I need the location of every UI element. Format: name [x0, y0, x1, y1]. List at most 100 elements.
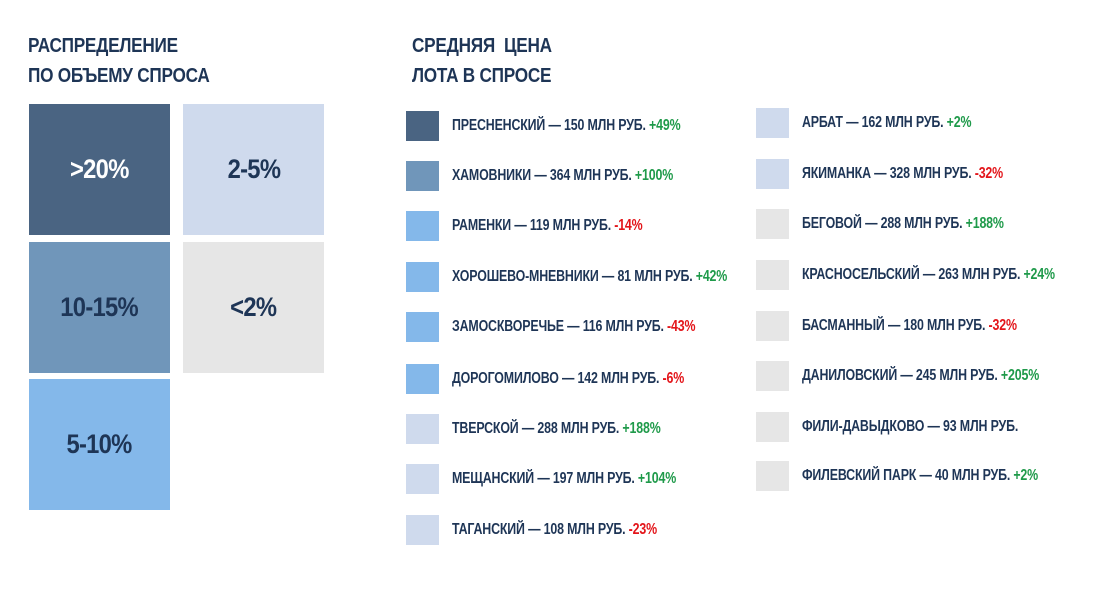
tier-tile-gt20: >20%: [29, 104, 170, 235]
district-price: 119 МЛН РУБ.: [529, 217, 612, 234]
tier-label: 5-10%: [66, 429, 133, 459]
district-price: 364 МЛН РУБ.: [549, 167, 632, 184]
price-change: +104%: [637, 470, 677, 487]
legend-swatch: [756, 461, 789, 491]
legend-text: МЕЩАНСКИЙ — 197 МЛН РУБ. +104%: [452, 470, 676, 488]
legend-text: ПРЕСНЕНСКИЙ — 150 МЛН РУБ. +49%: [452, 117, 681, 135]
distribution-title-line-1: РАСПРЕДЕЛЕНИЕ: [28, 35, 178, 57]
district-price: 142 МЛН РУБ.: [577, 370, 660, 387]
district-name: ЯКИМАНКА: [802, 165, 871, 182]
tier-tile-b10_15: 10-15%: [29, 242, 170, 373]
legend-text: ЯКИМАНКА — 328 МЛН РУБ. -32%: [802, 165, 1003, 183]
district-price: 245 МЛН РУБ.: [915, 367, 998, 384]
legend-text: ДОРОГОМИЛОВО — 142 МЛН РУБ. -6%: [452, 370, 684, 388]
price-change: +42%: [695, 268, 728, 285]
district-name: ДОРОГОМИЛОВО: [452, 370, 559, 387]
price-change: +2%: [946, 114, 972, 131]
legend-text: ДАНИЛОВСКИЙ — 245 МЛН РУБ. +205%: [802, 367, 1039, 385]
district-name: БАСМАННЫЙ: [802, 317, 885, 334]
district-name: ФИЛИ-ДАВЫДКОВО: [802, 418, 925, 435]
legend-item: МЕЩАНСКИЙ — 197 МЛН РУБ. +104%: [406, 464, 732, 494]
tier-tile-b2_5: 2-5%: [183, 104, 324, 235]
legend-swatch: [756, 108, 789, 138]
legend-item: ХОРОШЕВО-МНЕВНИКИ — 81 МЛН РУБ. +42%: [406, 262, 796, 292]
legend-swatch: [756, 361, 789, 391]
price-change: -23%: [628, 521, 657, 538]
price-change: -6%: [662, 370, 685, 387]
price-change: -43%: [667, 318, 696, 335]
price-change: +188%: [965, 215, 1004, 232]
average-price-title: СРЕДНЯЯ ЦЕНА ЛОТА В СПРОСЕ: [412, 31, 552, 91]
average-price-title-line-1: СРЕДНЯЯ ЦЕНА: [412, 35, 552, 57]
legend-text: ЗАМОСКВОРЕЧЬЕ — 116 МЛН РУБ. -43%: [452, 318, 696, 336]
district-price: 180 МЛН РУБ.: [903, 317, 986, 334]
district-name: ТАГАНСКИЙ: [452, 521, 525, 538]
legend-item: ХАМОВНИКИ — 364 МЛН РУБ. +100%: [406, 161, 728, 191]
separator-dash: —: [518, 420, 538, 437]
tier-label: >20%: [70, 154, 129, 184]
legend-text: ХАМОВНИКИ — 364 МЛН РУБ. +100%: [452, 167, 673, 185]
legend-swatch: [756, 311, 789, 341]
legend-text: ФИЛЕВСКИЙ ПАРК — 40 МЛН РУБ. +2%: [802, 467, 1038, 485]
separator-dash: —: [545, 117, 564, 134]
legend-swatch: [406, 262, 439, 292]
legend-swatch: [406, 515, 439, 545]
legend-swatch: [406, 211, 439, 241]
legend-swatch: [406, 414, 439, 444]
district-price: 328 МЛН РУБ.: [889, 165, 972, 182]
district-price: 150 МЛН РУБ.: [564, 117, 646, 134]
legend-item: ДАНИЛОВСКИЙ — 245 МЛН РУБ. +205%: [756, 361, 1098, 391]
legend-item: ПРЕСНЕНСКИЙ — 150 МЛН РУБ. +49%: [406, 111, 738, 141]
district-name: ЗАМОСКВОРЕЧЬЕ: [452, 318, 564, 335]
price-change: -32%: [988, 317, 1017, 334]
legend-item: ФИЛЕВСКИЙ ПАРК — 40 МЛН РУБ. +2%: [756, 461, 1097, 491]
legend-item: ТВЕРСКОЙ — 288 МЛН РУБ. +188%: [406, 414, 713, 444]
tier-tile-lt2: <2%: [183, 242, 324, 373]
legend-item: ФИЛИ-ДАВЫДКОВО — 93 МЛН РУБ.: [756, 412, 1072, 442]
legend-item: ЗАМОСКВОРЕЧЬЕ — 116 МЛН РУБ. -43%: [406, 312, 756, 342]
legend-item: ДОРОГОМИЛОВО — 142 МЛН РУБ. -6%: [406, 364, 742, 394]
legend-swatch: [406, 364, 439, 394]
legend-item: БЕГОВОЙ — 288 МЛН РУБ. +188%: [756, 209, 1054, 239]
legend-swatch: [756, 209, 789, 239]
district-name: ФИЛЕВСКИЙ ПАРК: [802, 467, 917, 484]
district-price: 288 МЛН РУБ.: [880, 215, 963, 232]
separator-dash: —: [924, 418, 944, 435]
legend-text: ФИЛИ-ДАВЫДКОВО — 93 МЛН РУБ.: [802, 418, 1018, 436]
distribution-title: РАСПРЕДЕЛЕНИЕ ПО ОБЪЕМУ СПРОСА: [28, 31, 210, 91]
distribution-title-line-2: ПО ОБЪЕМУ СПРОСА: [28, 65, 210, 87]
separator-dash: —: [916, 467, 936, 484]
legend-text: ТАГАНСКИЙ — 108 МЛН РУБ. -23%: [452, 521, 657, 539]
district-price: 93 МЛН РУБ.: [943, 418, 1019, 435]
district-name: ДАНИЛОВСКИЙ: [802, 367, 898, 384]
separator-dash: —: [563, 318, 583, 335]
legend-swatch: [406, 464, 439, 494]
separator-dash: —: [598, 268, 618, 285]
district-name: ТВЕРСКОЙ: [452, 420, 519, 437]
legend-item: АРБАТ — 162 МЛН РУБ. +2%: [756, 108, 1014, 138]
separator-dash: —: [511, 217, 530, 234]
price-change: +100%: [634, 167, 674, 184]
legend-swatch: [756, 260, 789, 290]
legend-text: ХОРОШЕВО-МНЕВНИКИ — 81 МЛН РУБ. +42%: [452, 268, 727, 286]
tier-label: 10-15%: [60, 292, 139, 322]
legend-item: БАСМАННЫЙ — 180 МЛН РУБ. -32%: [756, 311, 1071, 341]
legend-item: РАМЕНКИ — 119 МЛН РУБ. -14%: [406, 211, 690, 241]
district-name: АРБАТ: [802, 114, 843, 131]
legend-item: ЯКИМАНКА — 328 МЛН РУБ. -32%: [756, 159, 1053, 189]
legend-text: КРАСНОСЕЛЬСКИЙ — 263 МЛН РУБ. +24%: [802, 266, 1055, 284]
separator-dash: —: [524, 521, 544, 538]
separator-dash: —: [531, 167, 550, 184]
separator-dash: —: [558, 370, 578, 387]
district-price: 108 МЛН РУБ.: [543, 521, 626, 538]
separator-dash: —: [919, 266, 939, 283]
price-change: +49%: [649, 117, 681, 134]
separator-dash: —: [534, 470, 553, 487]
separator-dash: —: [861, 215, 881, 232]
price-change: +24%: [1023, 266, 1055, 283]
legend-text: АРБАТ — 162 МЛН РУБ. +2%: [802, 114, 971, 132]
legend-swatch: [406, 161, 439, 191]
price-change: +188%: [622, 420, 661, 437]
district-price: 162 МЛН РУБ.: [861, 114, 944, 131]
legend-text: БАСМАННЫЙ — 180 МЛН РУБ. -32%: [802, 317, 1017, 335]
